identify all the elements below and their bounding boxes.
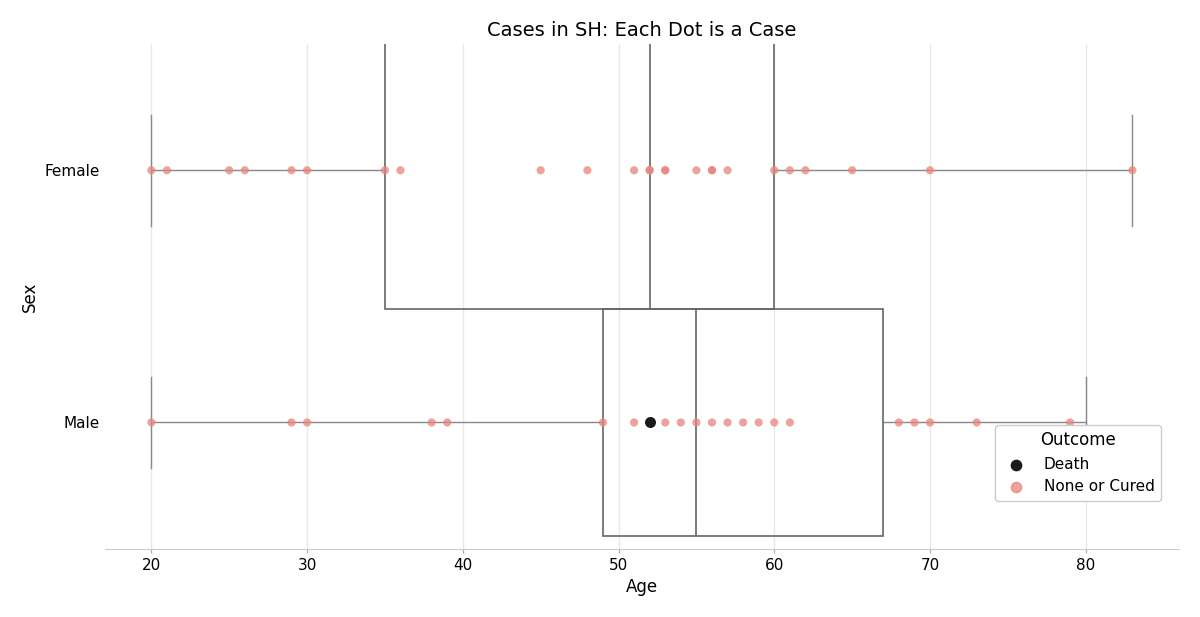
Legend: Death, None or Cured: Death, None or Cured xyxy=(995,425,1160,500)
Point xyxy=(640,165,659,175)
Point xyxy=(671,418,690,428)
Point xyxy=(235,165,254,175)
Point xyxy=(282,165,301,175)
Point xyxy=(967,418,986,428)
X-axis label: Age: Age xyxy=(626,578,658,596)
Point xyxy=(655,165,674,175)
Point xyxy=(764,418,784,428)
Y-axis label: Sex: Sex xyxy=(20,281,38,312)
Point xyxy=(157,165,176,175)
Point xyxy=(532,165,551,175)
Point xyxy=(718,165,737,175)
Point xyxy=(686,418,706,428)
Point xyxy=(142,165,161,175)
Point xyxy=(593,418,612,428)
Point xyxy=(749,418,768,428)
Point xyxy=(438,418,457,428)
Point xyxy=(702,418,721,428)
Point xyxy=(391,165,410,175)
Point xyxy=(1123,165,1142,175)
Point xyxy=(796,165,815,175)
Bar xyxy=(602,309,883,536)
Title: Cases in SH: Each Dot is a Case: Cases in SH: Each Dot is a Case xyxy=(487,21,797,40)
Point xyxy=(376,165,395,175)
Point xyxy=(298,165,317,175)
Point xyxy=(422,418,442,428)
Point xyxy=(142,418,161,428)
Point xyxy=(702,165,721,175)
Point xyxy=(655,165,674,175)
Point xyxy=(686,165,706,175)
Point xyxy=(577,165,596,175)
Point xyxy=(624,165,643,175)
Point xyxy=(655,418,674,428)
Point xyxy=(282,418,301,428)
Point xyxy=(1061,418,1080,428)
Point xyxy=(298,418,317,428)
Point xyxy=(702,165,721,175)
Point xyxy=(640,165,659,175)
Point xyxy=(718,418,737,428)
Point xyxy=(920,418,940,428)
Bar xyxy=(385,31,774,309)
Point xyxy=(780,165,799,175)
Point xyxy=(764,165,784,175)
Point xyxy=(220,165,239,175)
Point xyxy=(624,418,643,428)
Point xyxy=(842,165,862,175)
Point xyxy=(920,165,940,175)
Point xyxy=(889,418,908,428)
Point xyxy=(733,418,752,428)
Point xyxy=(780,418,799,428)
Point xyxy=(640,418,659,428)
Point xyxy=(905,418,924,428)
